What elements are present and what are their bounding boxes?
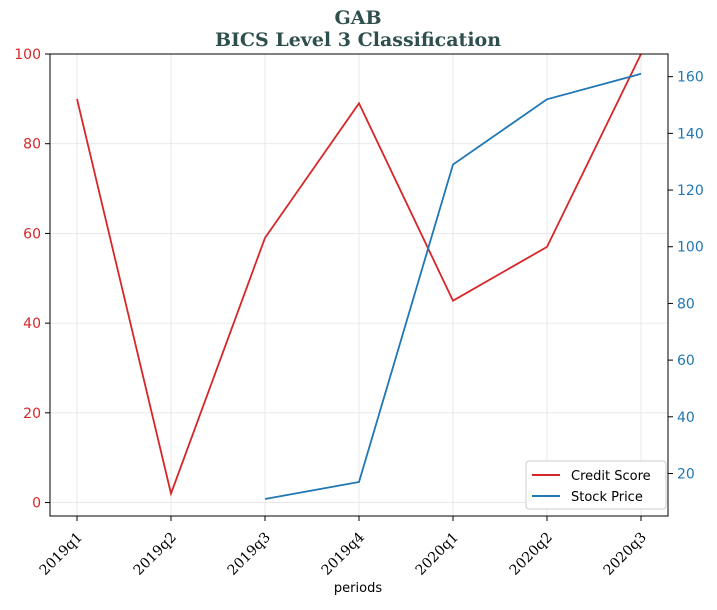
legend: Credit Score Stock Price [525,460,667,510]
right-tick-label-160: 160 [677,70,704,86]
left-tick-label-40: 40 [23,316,41,332]
right-tick-label-120: 120 [677,183,704,199]
right-tick-label-140: 140 [677,126,704,142]
right-tick-label-20: 20 [677,466,695,482]
x-axis-label: periods [334,581,382,596]
legend-box [525,460,667,510]
left-tick-label-80: 80 [23,137,41,153]
series-line-credit-score [76,53,642,497]
legend-label-stock-price: Stock Price [571,490,643,505]
x-tick-label-2020q3: 2020q3 [601,530,650,579]
grid-lines [50,53,668,516]
chart-subtitle: BICS Level 3 Classification [215,29,501,51]
x-tick-label-2019q1: 2019q1 [37,530,86,579]
left-tick-label-60: 60 [23,226,41,242]
chart-title: GAB [334,7,381,29]
right-tick-label-40: 40 [677,410,695,426]
legend-label-credit-score: Credit Score [571,469,651,484]
series-line-stock-price [264,72,642,500]
x-tick-label-2020q2: 2020q2 [507,530,556,579]
left-tick-label-20: 20 [23,406,41,422]
right-y-axis: 20 40 60 80 100 120 140 160 [668,70,704,482]
x-tick-label-2019q2: 2019q2 [131,530,180,579]
x-tick-label-2019q3: 2019q3 [225,530,274,579]
right-tick-label-100: 100 [677,240,704,256]
right-tick-label-60: 60 [677,353,695,369]
x-tick-label-2019q4: 2019q4 [319,529,368,578]
x-tick-label-2020q1: 2020q1 [413,530,462,579]
right-tick-label-80: 80 [677,296,695,312]
left-tick-label-0: 0 [32,496,41,512]
left-y-axis: 0 20 40 60 80 100 [14,47,50,512]
left-tick-label-100: 100 [14,47,41,63]
x-axis: 2019q1 2019q2 2019q3 2019q4 2020q1 2020q2 2020… [37,516,650,579]
series-lines [76,53,642,500]
